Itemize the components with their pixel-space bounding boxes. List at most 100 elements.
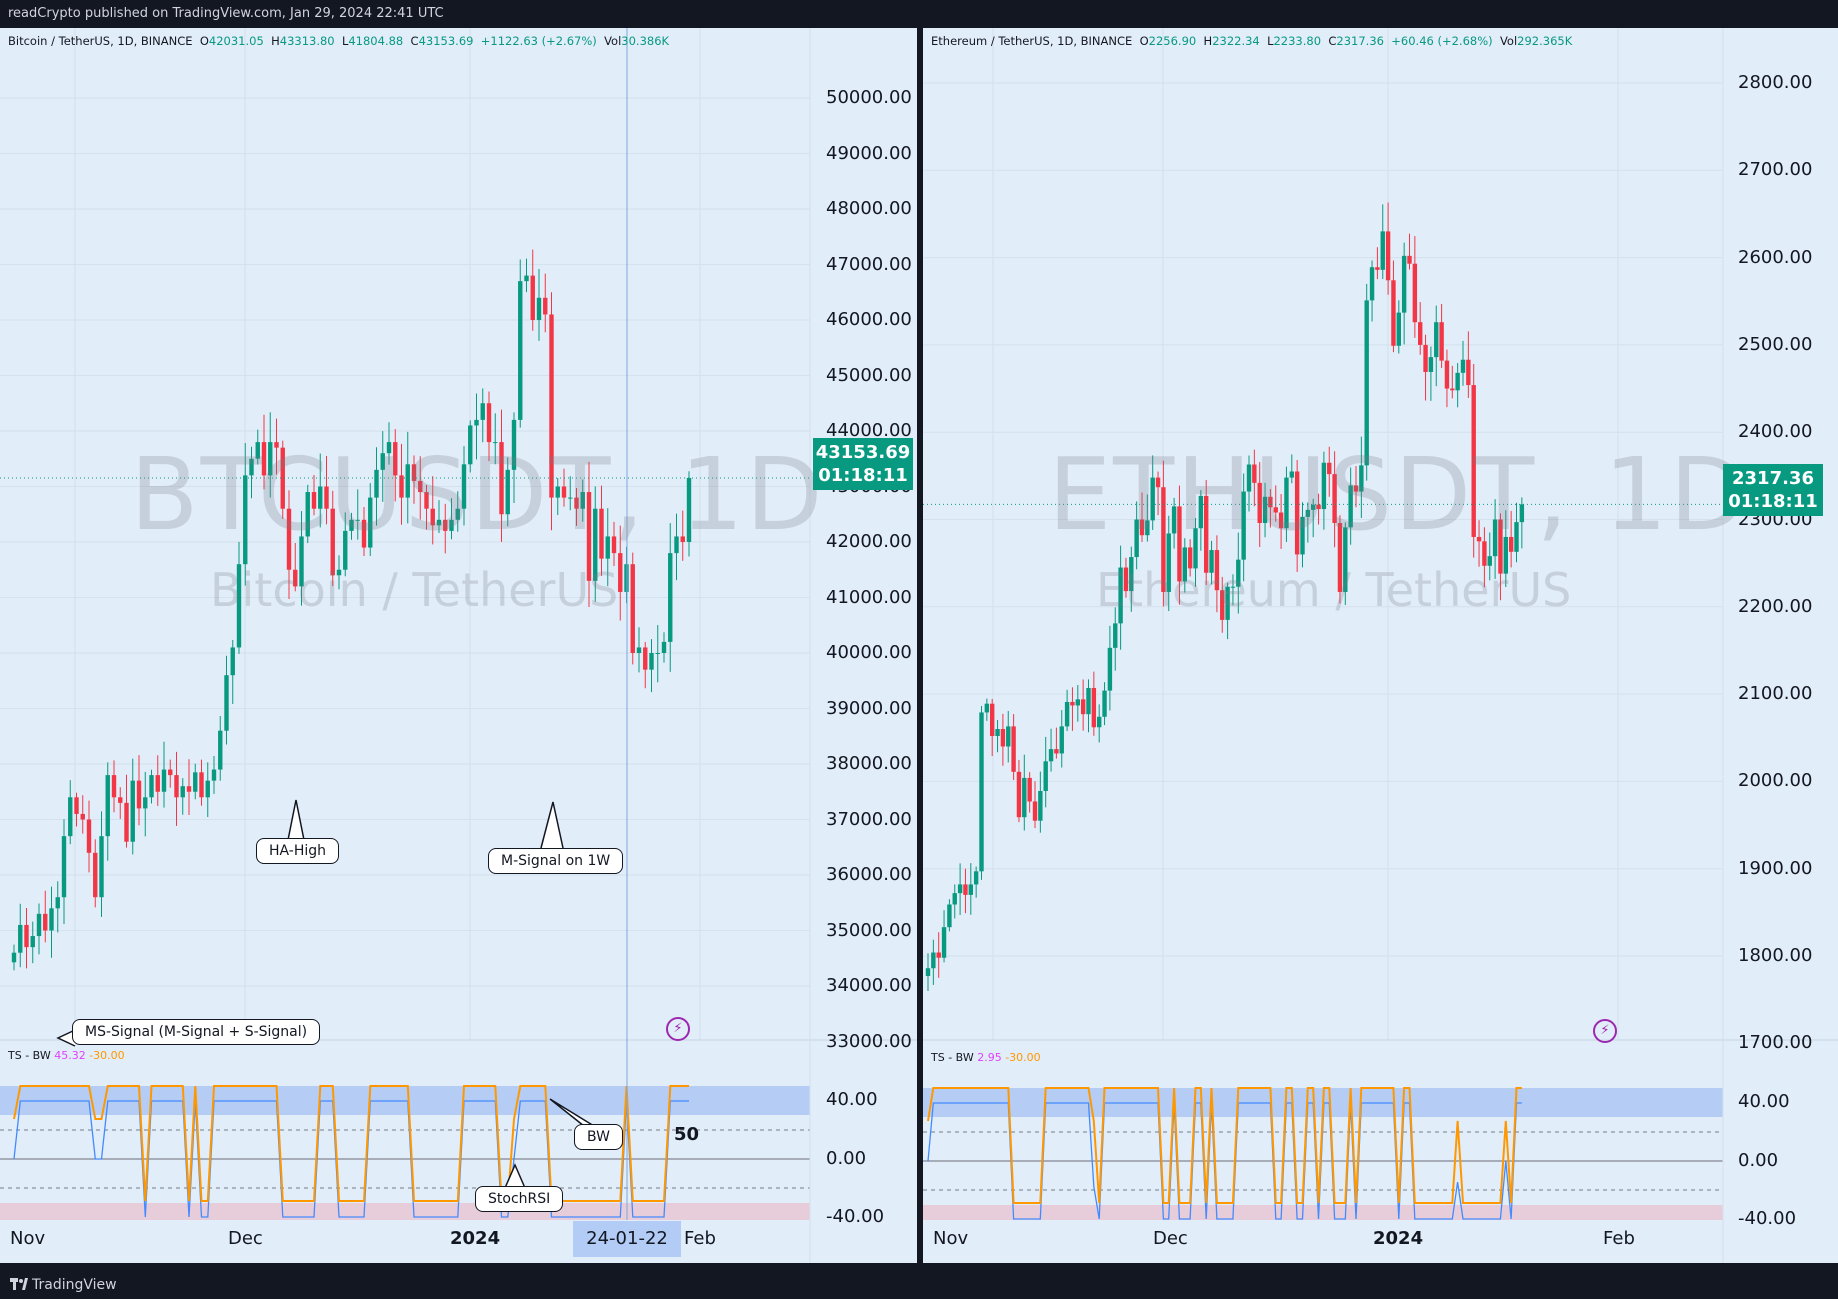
m-signal-callout[interactable]: M-Signal on 1W: [488, 848, 624, 874]
candle-body: [1118, 567, 1123, 624]
symbol-watermark: ETHUSDT, 1D: [1048, 436, 1749, 553]
bar-countdown: 01:18:11: [1728, 491, 1818, 512]
candle-body: [1059, 726, 1064, 754]
candle-body: [80, 813, 85, 820]
candle-body: [105, 775, 110, 837]
candle-body: [1412, 263, 1418, 323]
candle-body: [686, 477, 692, 542]
lightning-icon[interactable]: ⚡: [666, 1017, 690, 1041]
candle-body: [530, 275, 535, 320]
candle-body: [1043, 761, 1048, 792]
candle-body: [1407, 255, 1412, 264]
oscillator-tick-label: 0.00: [1738, 1150, 1779, 1171]
candle-body: [1460, 359, 1466, 373]
candle-body: [1439, 322, 1444, 361]
candle-body: [1097, 716, 1102, 728]
stochrsi-pointer: [504, 1163, 526, 1189]
candle-body: [180, 786, 185, 798]
candle-body: [618, 553, 623, 592]
candle-body: [1514, 522, 1519, 552]
candle-body: [274, 442, 279, 448]
candle-body: [1444, 360, 1450, 389]
candle-body: [286, 508, 292, 570]
candle-body: [205, 780, 210, 798]
low-label: L: [1267, 34, 1274, 48]
candle-body: [1385, 231, 1391, 281]
candle-body: [1177, 506, 1182, 582]
eth-chart-svg[interactable]: [923, 28, 1838, 1263]
time-tick-label: Feb: [1603, 1228, 1635, 1249]
candle-body: [136, 780, 142, 809]
bw-callout[interactable]: BW: [574, 1124, 623, 1150]
candle-body: [1011, 726, 1016, 772]
candle-body: [455, 508, 460, 520]
candle-body: [952, 893, 957, 905]
high-label: H: [1203, 34, 1213, 48]
price-tick-label: 41000.00: [826, 586, 912, 608]
candle-body: [1278, 512, 1284, 529]
candle-body: [1359, 465, 1364, 492]
candle-body: [1230, 586, 1236, 588]
stochrsi-callout[interactable]: StochRSI: [475, 1186, 564, 1212]
candle-body: [1391, 280, 1396, 346]
candle-body: [49, 908, 54, 931]
candle-body: [255, 442, 260, 459]
fifty-label: 50: [674, 1124, 700, 1145]
candle-body: [1214, 550, 1220, 591]
candle-body: [680, 536, 685, 542]
candle-body: [1016, 771, 1022, 818]
candle-body: [430, 508, 435, 526]
candle-body: [1321, 462, 1327, 510]
candle-body: [1466, 359, 1471, 386]
candle-body: [1123, 567, 1129, 592]
candle-body: [386, 442, 392, 454]
oscillator-tick-label: -40.00: [826, 1206, 885, 1227]
candle-body: [249, 458, 254, 476]
time-axis-background: [923, 1220, 1838, 1263]
price-tick-label: 42000.00: [826, 531, 912, 552]
candle-body: [86, 819, 92, 853]
candle-body: [973, 871, 979, 885]
osc-name: TS - BW: [8, 1049, 51, 1062]
last-price: 43153.69: [815, 442, 911, 463]
candle-body: [1428, 357, 1434, 372]
description-watermark: Ethereum / TetherUS: [1096, 563, 1572, 617]
ha-high-callout[interactable]: HA-High: [256, 838, 340, 864]
candle-body: [1311, 504, 1316, 510]
tradingview-footer: TradingView: [0, 1271, 1838, 1299]
legend-symbol: Ethereum / TetherUS, 1D, BINANCE: [931, 34, 1133, 48]
high-value: 2322.34: [1212, 34, 1260, 48]
candle-body: [130, 780, 135, 842]
osc-value-2: -30.00: [1005, 1051, 1041, 1064]
candle-body: [149, 775, 154, 798]
price-tick-label: 2500.00: [1738, 333, 1813, 355]
candle-body: [1102, 690, 1107, 717]
price-tick-label: 2000.00: [1738, 770, 1813, 792]
oscillator-tick-label: 40.00: [1738, 1091, 1790, 1112]
price-tick-label: 1700.00: [1738, 1032, 1813, 1054]
candle-body: [505, 469, 510, 515]
candle-body: [399, 475, 404, 498]
close-label: C: [410, 34, 419, 48]
price-tick-label: 2600.00: [1738, 246, 1813, 268]
candle-body: [1155, 477, 1161, 488]
candle-body: [236, 564, 242, 648]
lightning-icon[interactable]: ⚡: [1593, 1019, 1617, 1043]
price-tick-label: 44000.00: [826, 420, 912, 441]
candle-body: [174, 775, 179, 798]
ms-signal-pointer: [56, 1029, 76, 1047]
ms-signal-callout[interactable]: MS-Signal (M-Signal + S-Signal): [72, 1019, 321, 1045]
candle-body: [1204, 495, 1209, 573]
candle-body: [1054, 749, 1059, 754]
btc-chart-svg[interactable]: [0, 28, 917, 1263]
candle-body: [1519, 504, 1525, 523]
candle-body: [568, 497, 573, 499]
candle-body: [1000, 729, 1006, 747]
stochrsi-line: [927, 1102, 1522, 1220]
candle-body: [1134, 519, 1139, 558]
last-price-badge: 2317.36 01:18:11: [1723, 464, 1823, 516]
candle-body: [324, 486, 329, 509]
btc-chart-panel[interactable]: BTCUSDT, 1D Bitcoin / TetherUS Bitcoin /…: [0, 28, 917, 1263]
eth-chart-panel[interactable]: ETHUSDT, 1D Ethereum / TetherUS Ethereum…: [923, 28, 1838, 1263]
candle-body: [436, 519, 442, 526]
